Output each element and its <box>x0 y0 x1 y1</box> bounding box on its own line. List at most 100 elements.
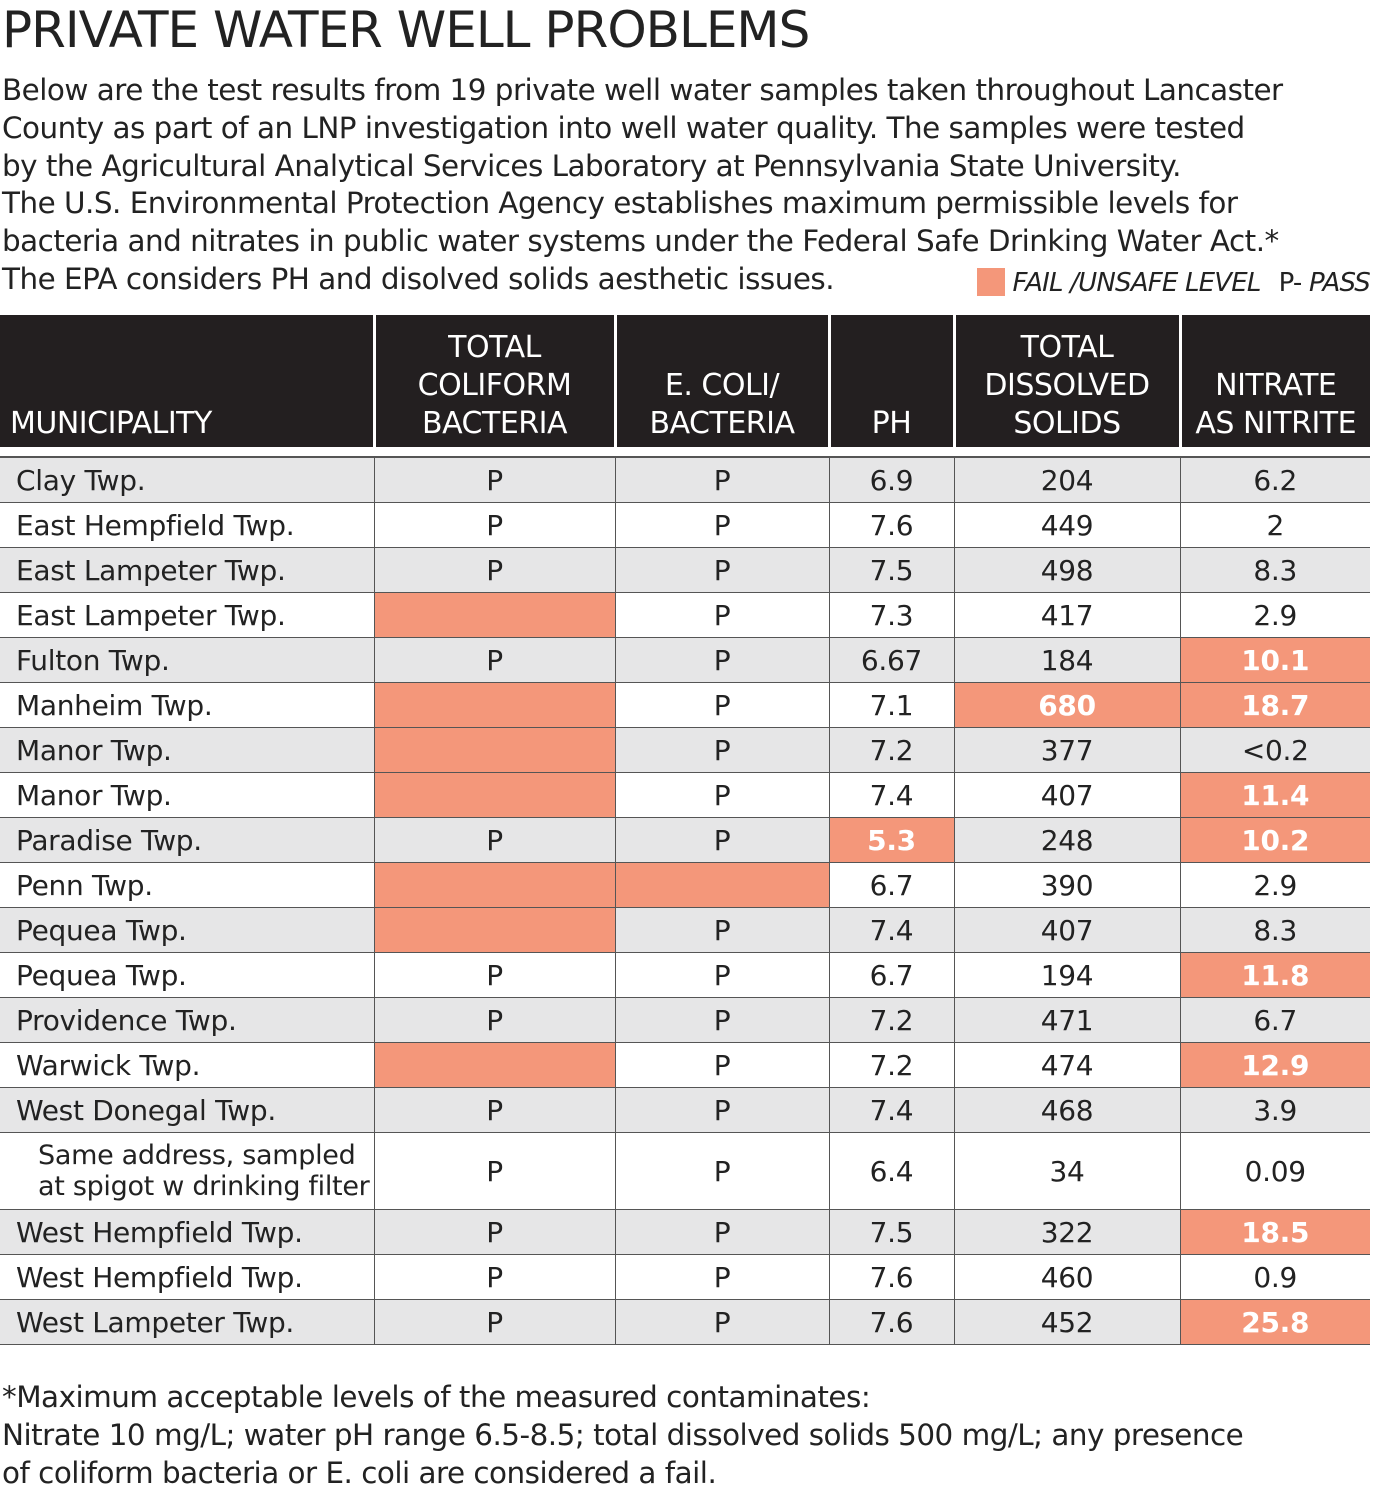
ecoli-header: E. COLI/BACTERIA <box>613 315 829 447</box>
nitrate-header: NITRATE AS NITRITE <box>1178 315 1370 447</box>
ph-cell: 6.7 <box>828 862 954 908</box>
municipality-cell: Manor Twp. <box>0 772 374 818</box>
coliform-cell: P <box>373 502 615 548</box>
ecoli-cell: P <box>614 1254 829 1300</box>
page-title: PRIVATE WATER WELL PROBLEMS <box>2 1 810 59</box>
tds-cell: 452 <box>953 1299 1180 1345</box>
coliform-cell: P <box>373 456 615 503</box>
table-row: West Hempfield Twp. P P 7.6 460 0.9 <box>0 1254 1370 1300</box>
intro-text: Below are the test results from 19 priva… <box>2 72 1374 299</box>
table-row: Clay Twp. P P 6.9 204 6.2 <box>0 456 1370 503</box>
nitrate-cell: 3.9 <box>1179 1087 1370 1133</box>
municipality-cell: Same address, sampled at spigot w drinkin… <box>0 1132 374 1210</box>
ecoli-cell: P <box>614 817 829 863</box>
footnote-line: *Maximum acceptable levels of the measur… <box>2 1380 871 1414</box>
municipality-line: Same address, sampled <box>38 1140 356 1171</box>
ecoli-cell: P <box>614 637 829 683</box>
header-label: SOLIDS <box>1013 406 1121 441</box>
coliform-cell <box>373 682 615 728</box>
table-row: Warwick Twp. P 7.2 474 12.9 <box>0 1042 1370 1088</box>
nitrate-cell: 6.7 <box>1179 997 1370 1043</box>
table-body: Clay Twp. P P 6.9 204 6.2 East Hempfield Twp. P… <box>0 456 1370 1345</box>
header-label: BACTERIA <box>421 406 568 441</box>
table-row: Penn Twp. 6.7 390 2.9 <box>0 862 1370 908</box>
table-row: East Lampeter Twp. P P 7.5 498 8.3 <box>0 547 1370 593</box>
ph-cell: 7.6 <box>828 1299 954 1345</box>
coliform-cell <box>373 907 615 953</box>
municipality-cell: West Hempfield Twp. <box>0 1209 374 1255</box>
municipality-cell: Clay Twp. <box>0 456 374 503</box>
tds-cell: 204 <box>953 456 1180 503</box>
table-row: Paradise Twp. P P 5.3 248 10.2 <box>0 817 1370 863</box>
nitrate-cell: 10.2 <box>1179 817 1370 863</box>
municipality-cell: Warwick Twp. <box>0 1042 374 1088</box>
table-row: Pequea Twp. P 7.4 407 8.3 <box>0 907 1370 953</box>
tds-cell: 184 <box>953 637 1180 683</box>
header-label: E. COLI/ <box>664 368 780 403</box>
ecoli-cell: P <box>614 772 829 818</box>
municipality-cell: Paradise Twp. <box>0 817 374 863</box>
tds-cell: 34 <box>953 1132 1180 1210</box>
ph-cell: 7.3 <box>828 592 954 638</box>
table-row: Manor Twp. P 7.4 407 11.4 <box>0 772 1370 818</box>
nitrate-cell: 2.9 <box>1179 592 1370 638</box>
coliform-cell: P <box>373 1087 615 1133</box>
ph-cell: 7.5 <box>828 547 954 593</box>
ecoli-cell: P <box>614 547 829 593</box>
header-label: PH <box>871 406 912 441</box>
tds-cell: 460 <box>953 1254 1180 1300</box>
nitrate-cell: 2 <box>1179 502 1370 548</box>
tds-cell: 449 <box>953 502 1180 548</box>
tds-cell: 417 <box>953 592 1180 638</box>
nitrate-cell: 11.8 <box>1179 952 1370 998</box>
tds-cell: 474 <box>953 1042 1180 1088</box>
municipality-cell: East Lampeter Twp. <box>0 547 374 593</box>
coliform-cell <box>373 592 615 638</box>
nitrate-cell: 8.3 <box>1179 907 1370 953</box>
ph-cell: 7.6 <box>828 502 954 548</box>
ph-cell: 7.2 <box>828 997 954 1043</box>
coliform-cell: P <box>373 547 615 593</box>
municipality-cell: West Lampeter Twp. <box>0 1299 374 1345</box>
ecoli-cell: P <box>614 1087 829 1133</box>
nitrate-cell: 0.09 <box>1179 1132 1370 1210</box>
table-row: Same address, sampled at spigot w drinkin… <box>0 1132 1370 1210</box>
ph-cell: 7.4 <box>828 1087 954 1133</box>
intro-line: bacteria and nitrates in public water sy… <box>2 224 1279 259</box>
municipality-cell: Providence Twp. <box>0 997 374 1043</box>
ecoli-cell: P <box>614 1042 829 1088</box>
table-row: East Lampeter Twp. P 7.3 417 2.9 <box>0 592 1370 638</box>
coliform-cell <box>373 727 615 773</box>
table-row: West Lampeter Twp. P P 7.6 452 25.8 <box>0 1299 1370 1345</box>
coliform-cell: P <box>373 817 615 863</box>
tds-cell: 322 <box>953 1209 1180 1255</box>
nitrate-cell: <0.2 <box>1179 727 1370 773</box>
table-row: Pequea Twp. P P 6.7 194 11.8 <box>0 952 1370 998</box>
ph-cell: 7.1 <box>828 682 954 728</box>
ecoli-cell: P <box>614 997 829 1043</box>
ecoli-cell: P <box>614 1209 829 1255</box>
coliform-cell: P <box>373 997 615 1043</box>
legend-pass-prefix: P- <box>1278 268 1303 298</box>
tds-cell: 471 <box>953 997 1180 1043</box>
ecoli-cell: P <box>614 456 829 503</box>
coliform-cell: P <box>373 952 615 998</box>
ph-cell: 6.7 <box>828 952 954 998</box>
municipality-header: MUNICIPALITY <box>0 315 374 447</box>
ph-cell: 7.4 <box>828 772 954 818</box>
nitrate-cell: 11.4 <box>1179 772 1370 818</box>
municipality-cell: East Hempfield Twp. <box>0 502 374 548</box>
coliform-cell: P <box>373 637 615 683</box>
tds-header: TOTAL DISSOLVED SOLIDS <box>952 315 1180 447</box>
footnote-line: Nitrate 10 mg/L; water pH range 6.5-8.5;… <box>2 1418 1244 1452</box>
intro-line: Below are the test results from 19 priva… <box>2 73 1283 107</box>
table-row: Providence Twp. P P 7.2 471 6.7 <box>0 997 1370 1043</box>
ecoli-cell: P <box>614 1132 829 1210</box>
municipality-cell: West Donegal Twp. <box>0 1087 374 1133</box>
legend: FAIL /UNSAFE LEVEL P- PASS <box>976 268 1371 298</box>
header-label: COLIFORM <box>417 368 572 403</box>
tds-cell: 468 <box>953 1087 1180 1133</box>
ph-cell: 6.67 <box>828 637 954 683</box>
municipality-cell: West Hempfield Twp. <box>0 1254 374 1300</box>
ecoli-cell: P <box>614 682 829 728</box>
